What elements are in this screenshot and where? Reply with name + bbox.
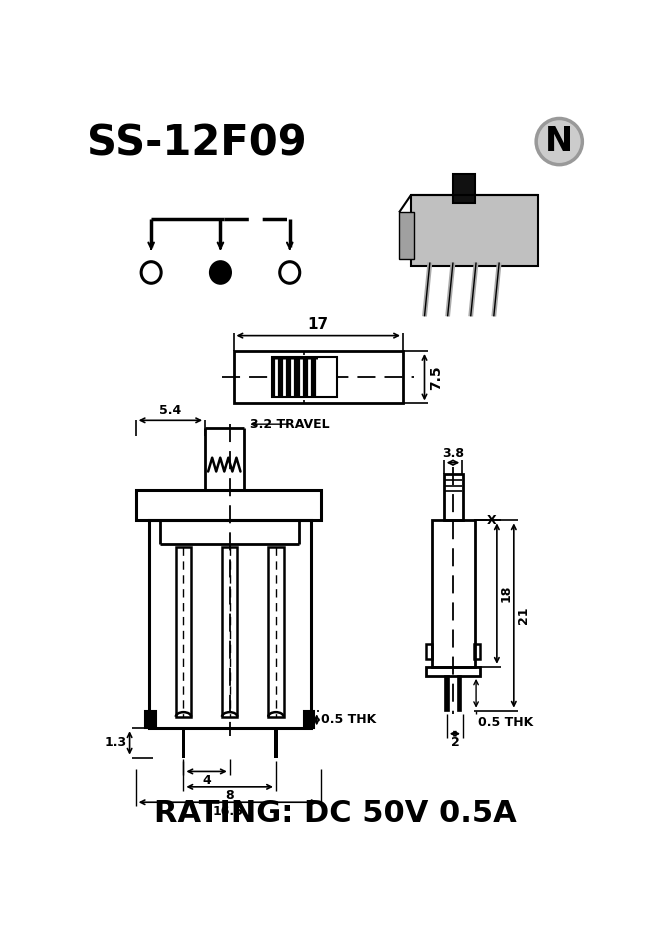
Bar bbox=[145, 711, 156, 728]
Bar bbox=[268, 548, 284, 717]
Bar bbox=[444, 475, 463, 520]
Text: 4: 4 bbox=[202, 774, 211, 787]
Text: 3.2 TRAVEL: 3.2 TRAVEL bbox=[250, 417, 330, 431]
Bar bbox=[272, 358, 337, 397]
Text: X: X bbox=[487, 514, 496, 527]
Bar bbox=[149, 520, 311, 728]
Bar bbox=[233, 351, 403, 403]
Bar bbox=[303, 711, 315, 728]
Bar bbox=[272, 358, 337, 397]
Text: N: N bbox=[545, 125, 574, 158]
Text: 2: 2 bbox=[451, 736, 459, 749]
Ellipse shape bbox=[280, 262, 300, 284]
Bar bbox=[445, 676, 449, 710]
Text: 21: 21 bbox=[517, 607, 530, 624]
Text: SS-12F09: SS-12F09 bbox=[87, 122, 307, 164]
Bar bbox=[445, 676, 449, 710]
Text: 7.5: 7.5 bbox=[429, 365, 443, 389]
Text: 0.5 THK: 0.5 THK bbox=[477, 716, 533, 728]
Bar bbox=[458, 676, 462, 710]
Text: 8: 8 bbox=[226, 789, 234, 802]
Bar bbox=[176, 548, 191, 717]
Text: 1.3: 1.3 bbox=[105, 737, 126, 750]
Bar bbox=[426, 666, 480, 676]
Bar bbox=[458, 676, 462, 710]
Bar bbox=[473, 644, 480, 659]
Bar bbox=[318, 358, 337, 397]
Ellipse shape bbox=[211, 262, 230, 284]
Text: 18: 18 bbox=[500, 585, 513, 602]
Bar bbox=[145, 711, 156, 728]
Bar bbox=[303, 711, 315, 728]
Text: RATING: DC 50V 0.5A: RATING: DC 50V 0.5A bbox=[154, 798, 517, 827]
Bar bbox=[399, 212, 415, 258]
Bar bbox=[432, 520, 475, 666]
Bar bbox=[136, 490, 320, 520]
Bar bbox=[222, 548, 237, 717]
Bar bbox=[274, 728, 278, 757]
Bar bbox=[411, 196, 538, 267]
Bar bbox=[426, 644, 432, 659]
Text: 5.4: 5.4 bbox=[160, 404, 182, 417]
Bar bbox=[182, 728, 186, 757]
Circle shape bbox=[536, 119, 582, 165]
Ellipse shape bbox=[141, 262, 161, 284]
Text: 17: 17 bbox=[307, 316, 329, 331]
Text: 0.5 THK: 0.5 THK bbox=[320, 713, 376, 726]
Bar bbox=[453, 174, 475, 203]
Text: 3.8: 3.8 bbox=[442, 446, 464, 460]
Text: 16.5: 16.5 bbox=[213, 805, 243, 817]
